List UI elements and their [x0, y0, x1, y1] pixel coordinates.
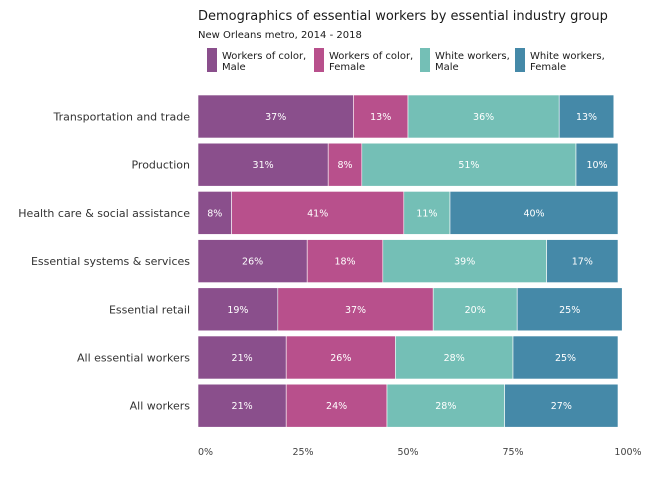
bar-value-label: 11%: [416, 208, 437, 219]
bar-value-label: 24%: [326, 401, 347, 412]
bar-segment: [504, 383, 619, 428]
bar-value-label: 26%: [242, 257, 263, 268]
bar-value-label: 20%: [465, 305, 486, 316]
legend-swatch: [207, 48, 217, 72]
bar-value-label: 37%: [345, 305, 366, 316]
bar-segment: [327, 142, 363, 187]
bar-segment: [306, 239, 384, 283]
category-labels: Transportation and trade Production Health…: [18, 111, 190, 413]
x-tick-label: 75%: [502, 447, 523, 458]
category-label: Health care & social assistance: [18, 207, 190, 220]
category-label: All essential workers: [77, 352, 190, 365]
bar-segment: [231, 191, 405, 235]
bar-value-label: 51%: [458, 160, 479, 171]
bar-value-label: 26%: [330, 353, 351, 364]
bar-value-label: 8%: [207, 208, 222, 219]
bar-value-label: 36%: [473, 112, 494, 123]
bar-value-label: 39%: [454, 257, 475, 268]
bar-segment: [353, 94, 409, 139]
bar-segment: [512, 335, 619, 380]
bar-value-label: 21%: [232, 401, 253, 412]
bar-segment: [197, 94, 354, 139]
x-tick-label: 50%: [397, 447, 418, 458]
bar-segment: [197, 287, 279, 332]
bar-value-label: 13%: [370, 112, 391, 123]
category-label: Transportation and trade: [53, 111, 191, 124]
bar-value-label: 8%: [337, 160, 352, 171]
bar-segment: [449, 191, 619, 235]
legend-label: Workers of color,: [222, 51, 306, 62]
bar-segment: [361, 142, 577, 187]
bar-value-label: 28%: [444, 353, 465, 364]
bar-segment: [197, 142, 329, 187]
legend-label: Female: [329, 62, 365, 73]
category-label: All workers: [130, 400, 191, 413]
bar-segment: [197, 191, 232, 235]
bar-value-label: 13%: [576, 112, 597, 123]
legend-label: Female: [530, 62, 566, 73]
bar-segment: [575, 142, 619, 187]
legend-label: White workers,: [435, 51, 510, 62]
bar-value-label: 10%: [586, 160, 607, 171]
bar-value-label: 17%: [572, 257, 593, 268]
bars: 37% 13% 36% 13% 31% 8% 51% 10% 8% 41% 11% 40% 26% 18%…: [197, 94, 623, 428]
category-label: Production: [131, 159, 190, 172]
bar-value-label: 41%: [307, 208, 328, 219]
bar-value-label: 18%: [334, 257, 355, 268]
bar-value-label: 25%: [555, 353, 576, 364]
bar-segment: [285, 335, 396, 380]
legend-label: Male: [435, 62, 459, 73]
bar-segment: [386, 383, 505, 428]
legend-swatch: [314, 48, 324, 72]
bar-value-label: 31%: [253, 160, 274, 171]
bar-value-label: 19%: [227, 305, 248, 316]
bar-value-label: 25%: [559, 305, 580, 316]
bar-segment: [432, 287, 518, 332]
x-tick-label: 25%: [292, 447, 313, 458]
legend-swatch: [515, 48, 525, 72]
bar-segment: [546, 239, 619, 283]
bar-segment: [407, 94, 560, 139]
legend-label: Workers of color,: [329, 51, 413, 62]
legend-swatch: [420, 48, 430, 72]
bar-segment: [277, 287, 434, 332]
bar-segment: [395, 335, 514, 380]
x-tick-label: 0%: [198, 447, 213, 458]
x-tick-label: 100%: [614, 447, 641, 458]
bar-segment: [197, 335, 287, 380]
bar-segment: [516, 287, 623, 332]
x-axis-ticks: 0% 25% 50% 75% 100%: [198, 447, 642, 458]
bar-value-label: 37%: [265, 112, 286, 123]
category-label: Essential retail: [109, 303, 190, 316]
bar-segment: [382, 239, 547, 283]
bar-value-label: 28%: [435, 401, 456, 412]
bar-segment: [197, 239, 308, 283]
legend-label: Male: [222, 62, 246, 73]
bar-value-label: 21%: [232, 353, 253, 364]
bar-segment: [197, 383, 287, 428]
bar-segment: [558, 94, 615, 139]
category-label: Essential systems & services: [31, 255, 190, 268]
legend-label: White workers,: [530, 51, 605, 62]
chart-subtitle: New Orleans metro, 2014 - 2018: [198, 30, 362, 41]
bar-value-label: 40%: [523, 208, 544, 219]
chart-title: Demographics of essential workers by ess…: [198, 9, 608, 24]
bar-value-label: 27%: [551, 401, 572, 412]
